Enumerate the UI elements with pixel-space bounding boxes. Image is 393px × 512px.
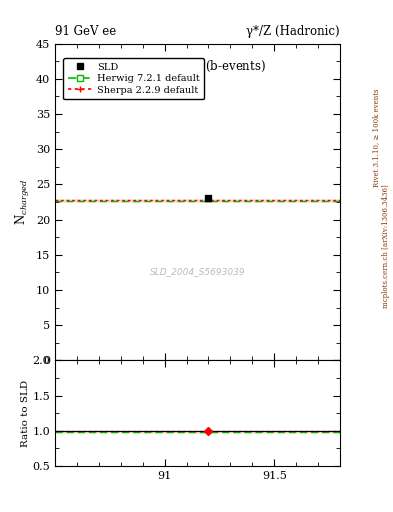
Text: mcplots.cern.ch [arXiv:1306.3436]: mcplots.cern.ch [arXiv:1306.3436] [382,184,390,308]
Text: γ*/Z (Hadronic): γ*/Z (Hadronic) [246,26,340,38]
Text: SLD_2004_S5693039: SLD_2004_S5693039 [150,267,245,276]
Y-axis label: Ratio to SLD: Ratio to SLD [20,379,29,446]
Legend: SLD, Herwig 7.2.1 default, Sherpa 2.2.9 default: SLD, Herwig 7.2.1 default, Sherpa 2.2.9 … [63,58,204,99]
Text: 91 GeV ee: 91 GeV ee [55,26,116,38]
Text: Rivet 3.1.10, ≥ 100k events: Rivet 3.1.10, ≥ 100k events [373,89,380,187]
Y-axis label: N$_{charged}$: N$_{charged}$ [14,179,32,225]
Text: Average N$_{ch}$ (b-events): Average N$_{ch}$ (b-events) [129,58,266,75]
